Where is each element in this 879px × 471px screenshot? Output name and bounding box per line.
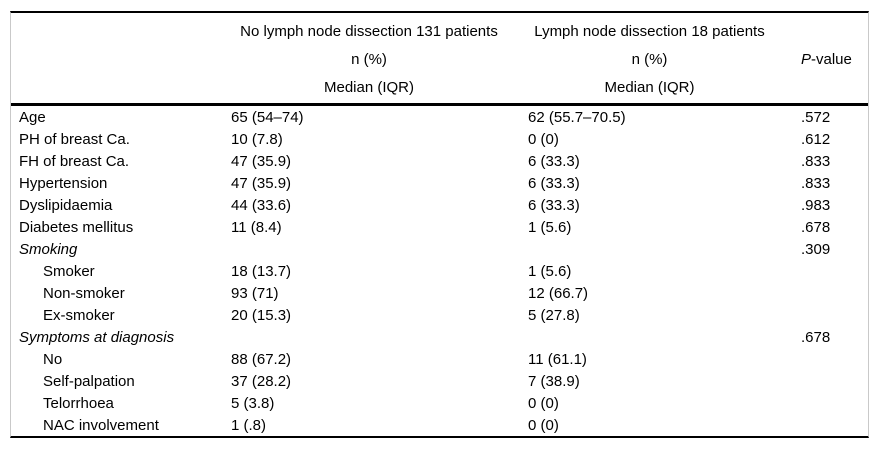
patient-characteristics-table: No lymph node dissection 131 patients Ly… bbox=[10, 11, 869, 438]
dissection-value: 0 (0) bbox=[528, 416, 559, 434]
table-body: Age 65 (54–74) 62 (55.7–70.5) .572 PH of bre… bbox=[11, 106, 868, 436]
table-row: No 88 (67.2) 11 (61.1) bbox=[11, 348, 868, 370]
p-value: .983 bbox=[801, 196, 831, 214]
row-label: Dyslipidaemia bbox=[19, 196, 113, 214]
header-row-median: Median (IQR) Median (IQR) bbox=[11, 73, 868, 101]
header-no-dissection-median: Median (IQR) bbox=[323, 78, 415, 96]
row-label: Age bbox=[19, 108, 46, 126]
table-row: Diabetes mellitus 11 (8.4) 1 (5.6) .678 bbox=[11, 216, 868, 238]
no-dissection-value: 10 (7.8) bbox=[231, 130, 283, 148]
row-label: Symptoms at diagnosis bbox=[19, 328, 175, 346]
header-no-dissection-title: No lymph node dissection 131 patients bbox=[240, 22, 498, 40]
table-row: Symptoms at diagnosis .678 bbox=[11, 326, 868, 348]
table-row: NAC involvement 1 (.8) 0 (0) bbox=[11, 414, 868, 436]
p-value: .678 bbox=[801, 218, 831, 236]
no-dissection-value: 44 (33.6) bbox=[231, 196, 292, 214]
table-row: Telorrhoea 5 (3.8) 0 (0) bbox=[11, 392, 868, 414]
table-row: Age 65 (54–74) 62 (55.7–70.5) .572 bbox=[11, 106, 868, 128]
dissection-value: 0 (0) bbox=[528, 394, 559, 412]
pvalue-rest: -value bbox=[811, 50, 852, 68]
no-dissection-value: 11 (8.4) bbox=[231, 218, 282, 236]
dissection-value: 62 (55.7–70.5) bbox=[528, 108, 626, 126]
table-row: PH of breast Ca. 10 (7.8) 0 (0) .612 bbox=[11, 128, 868, 150]
no-dissection-value: 88 (67.2) bbox=[231, 350, 292, 368]
row-label: PH of breast Ca. bbox=[19, 130, 130, 148]
dissection-value: 6 (33.3) bbox=[528, 196, 580, 214]
no-dissection-value: 1 (.8) bbox=[231, 416, 267, 434]
row-label: Smoker bbox=[43, 262, 95, 280]
header-pvalue-label: P-value bbox=[801, 51, 868, 68]
dissection-value: 1 (5.6) bbox=[528, 218, 572, 236]
header-row-npct: n (%) n (%) P-value bbox=[11, 45, 868, 73]
p-value: .572 bbox=[801, 108, 831, 126]
header-dissection-title: Lymph node dissection 18 patients bbox=[534, 22, 765, 40]
no-dissection-value: 47 (35.9) bbox=[231, 152, 292, 170]
p-value: .833 bbox=[801, 152, 831, 170]
table-row: Smoker 18 (13.7) 1 (5.6) bbox=[11, 260, 868, 282]
table-row: Hypertension 47 (35.9) 6 (33.3) .833 bbox=[11, 172, 868, 194]
no-dissection-value: 93 (71) bbox=[231, 284, 279, 302]
p-value: .612 bbox=[801, 130, 831, 148]
dissection-value: 7 (38.9) bbox=[528, 372, 580, 390]
dissection-value: 6 (33.3) bbox=[528, 152, 580, 170]
no-dissection-value: 65 (54–74) bbox=[231, 108, 304, 126]
row-label: Ex-smoker bbox=[43, 306, 115, 324]
no-dissection-value: 37 (28.2) bbox=[231, 372, 292, 390]
row-label: NAC involvement bbox=[43, 416, 159, 434]
dissection-value: 1 (5.6) bbox=[528, 262, 572, 280]
p-value: .833 bbox=[801, 174, 831, 192]
row-label: Diabetes mellitus bbox=[19, 218, 134, 236]
pvalue-italic-p: P bbox=[801, 50, 812, 68]
header-row-titles: No lymph node dissection 131 patients Ly… bbox=[11, 17, 868, 45]
p-value: .678 bbox=[801, 328, 831, 346]
no-dissection-value: 5 (3.8) bbox=[231, 394, 275, 412]
no-dissection-value: 47 (35.9) bbox=[231, 174, 292, 192]
row-label: Smoking bbox=[19, 240, 78, 258]
table-row: FH of breast Ca. 47 (35.9) 6 (33.3) .833 bbox=[11, 150, 868, 172]
header-dissection-npct: n (%) bbox=[631, 50, 668, 68]
dissection-value: 5 (27.8) bbox=[528, 306, 580, 324]
table-row: Smoking .309 bbox=[11, 238, 868, 260]
row-label: FH of breast Ca. bbox=[19, 152, 130, 170]
row-label: No bbox=[43, 350, 63, 368]
row-label: Self-palpation bbox=[43, 372, 135, 390]
table-row: Ex-smoker 20 (15.3) 5 (27.8) bbox=[11, 304, 868, 326]
table-row: Dyslipidaemia 44 (33.6) 6 (33.3) .983 bbox=[11, 194, 868, 216]
dissection-value: 12 (66.7) bbox=[528, 284, 589, 302]
dissection-value: 6 (33.3) bbox=[528, 174, 580, 192]
table-row: Non-smoker 93 (71) 12 (66.7) bbox=[11, 282, 868, 304]
no-dissection-value: 18 (13.7) bbox=[231, 262, 292, 280]
header-no-dissection-npct: n (%) bbox=[351, 50, 387, 68]
dissection-value: 11 (61.1) bbox=[528, 350, 587, 368]
table-row: Self-palpation 37 (28.2) 7 (38.9) bbox=[11, 370, 868, 392]
no-dissection-value: 20 (15.3) bbox=[231, 306, 292, 324]
row-label: Hypertension bbox=[19, 174, 108, 192]
table-header: No lymph node dissection 131 patients Ly… bbox=[11, 13, 868, 106]
header-dissection-median: Median (IQR) bbox=[604, 78, 695, 96]
p-value: .309 bbox=[801, 240, 831, 258]
dissection-value: 0 (0) bbox=[528, 130, 559, 148]
row-label: Telorrhoea bbox=[43, 394, 114, 412]
row-label: Non-smoker bbox=[43, 284, 125, 302]
